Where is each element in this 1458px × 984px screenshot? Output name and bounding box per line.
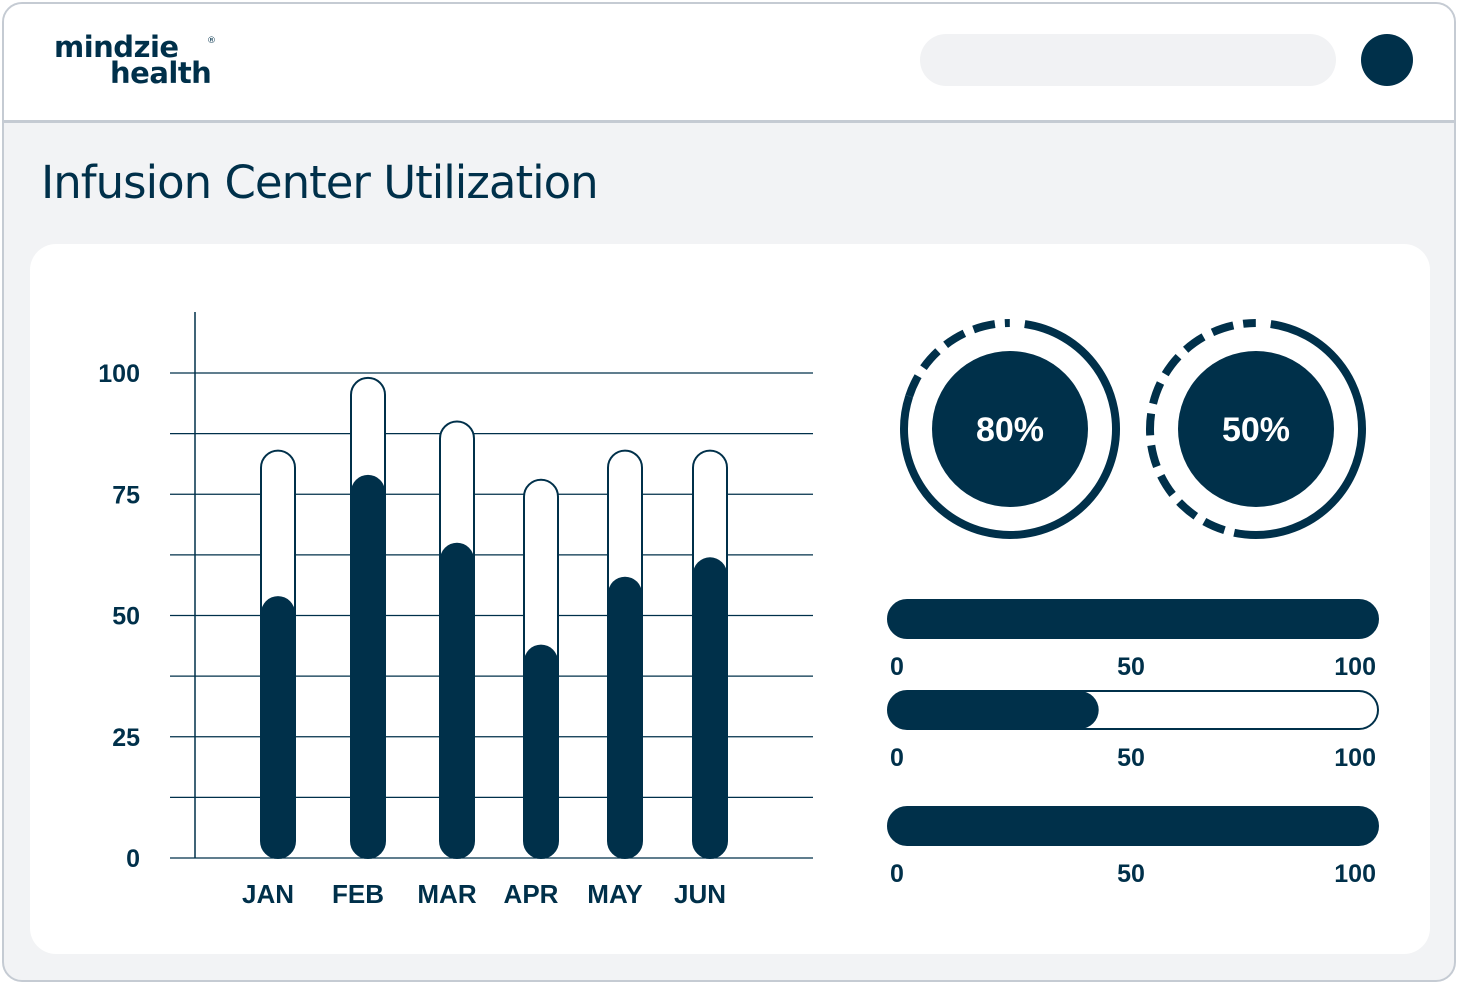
- donut-gauge: 80%: [900, 319, 1120, 539]
- user-avatar[interactable]: [1361, 34, 1413, 86]
- x-tick-label: JAN: [242, 879, 294, 909]
- x-tick-label: APR: [504, 879, 559, 909]
- progress-fill: [888, 807, 1378, 845]
- progress-tick-label: 50: [1117, 744, 1145, 772]
- progress-tick-label: 0: [890, 653, 904, 681]
- utilization-bar: [608, 576, 642, 858]
- gauge-track: [905, 319, 1010, 398]
- progress-tick-label: 100: [1334, 653, 1376, 681]
- search-bar[interactable]: [920, 34, 1336, 86]
- brand-logo[interactable]: mindzie health ®: [54, 30, 216, 90]
- gauge-track: [1146, 319, 1257, 539]
- y-tick-label: 75: [112, 481, 140, 509]
- gauge-label: 80%: [976, 411, 1044, 449]
- y-tick-label: 25: [112, 724, 140, 752]
- utilization-bar: [440, 542, 474, 858]
- logo-text-line2: health: [110, 56, 212, 90]
- donut-gauge: 50%: [1146, 319, 1366, 539]
- y-tick-label: 0: [126, 845, 140, 873]
- progress-fill: [888, 600, 1378, 638]
- x-tick-label: JUN: [674, 879, 726, 909]
- utilization-bar: [261, 596, 295, 858]
- page-title: Infusion Center Utilization: [41, 156, 599, 209]
- progress-tick-label: 100: [1334, 744, 1376, 772]
- progress-tick-label: 0: [890, 744, 904, 772]
- gauge-progress-arc: [1255, 320, 1366, 539]
- bar-chart: 0 25 50 75 100 JAN FEB MAR APR MAY JUN: [98, 312, 813, 909]
- progress-tick-label: 100: [1334, 860, 1376, 888]
- progress-bar: 0 50 100: [887, 806, 1379, 888]
- progress-fill: [888, 691, 1099, 729]
- progress-tick-label: 0: [890, 860, 904, 888]
- progress-tick-label: 50: [1117, 653, 1145, 681]
- utilization-bar: [351, 474, 385, 858]
- y-tick-label: 50: [112, 603, 140, 631]
- x-tick-label: MAY: [587, 879, 642, 909]
- gauge-progress-arc: [900, 320, 1120, 539]
- logo-text-line1: mindzie: [54, 30, 179, 64]
- y-tick-label: 100: [98, 360, 140, 388]
- progress-bar: 0 50 100: [887, 690, 1379, 772]
- x-tick-label: FEB: [332, 879, 384, 909]
- gauge-center: [932, 351, 1088, 507]
- gauge-label: 50%: [1222, 411, 1290, 449]
- utilization-bar: [693, 557, 727, 858]
- progress-bar: 0 50 100: [887, 599, 1379, 681]
- gauge-center: [1178, 351, 1334, 507]
- x-tick-label: MAR: [417, 879, 476, 909]
- registered-mark: ®: [207, 36, 216, 46]
- dashboard-graphics: 0 25 50 75 100 JAN FEB MAR APR MAY JUN 80% 50% 0 50 100…: [98, 312, 1379, 909]
- progress-tick-label: 50: [1117, 860, 1145, 888]
- dashboard-card: 0 25 50 75 100 JAN FEB MAR APR MAY JUN 80% 50% 0 50 100…: [30, 244, 1430, 954]
- utilization-bar: [524, 644, 558, 858]
- top-bar: mindzie health ®: [4, 4, 1454, 123]
